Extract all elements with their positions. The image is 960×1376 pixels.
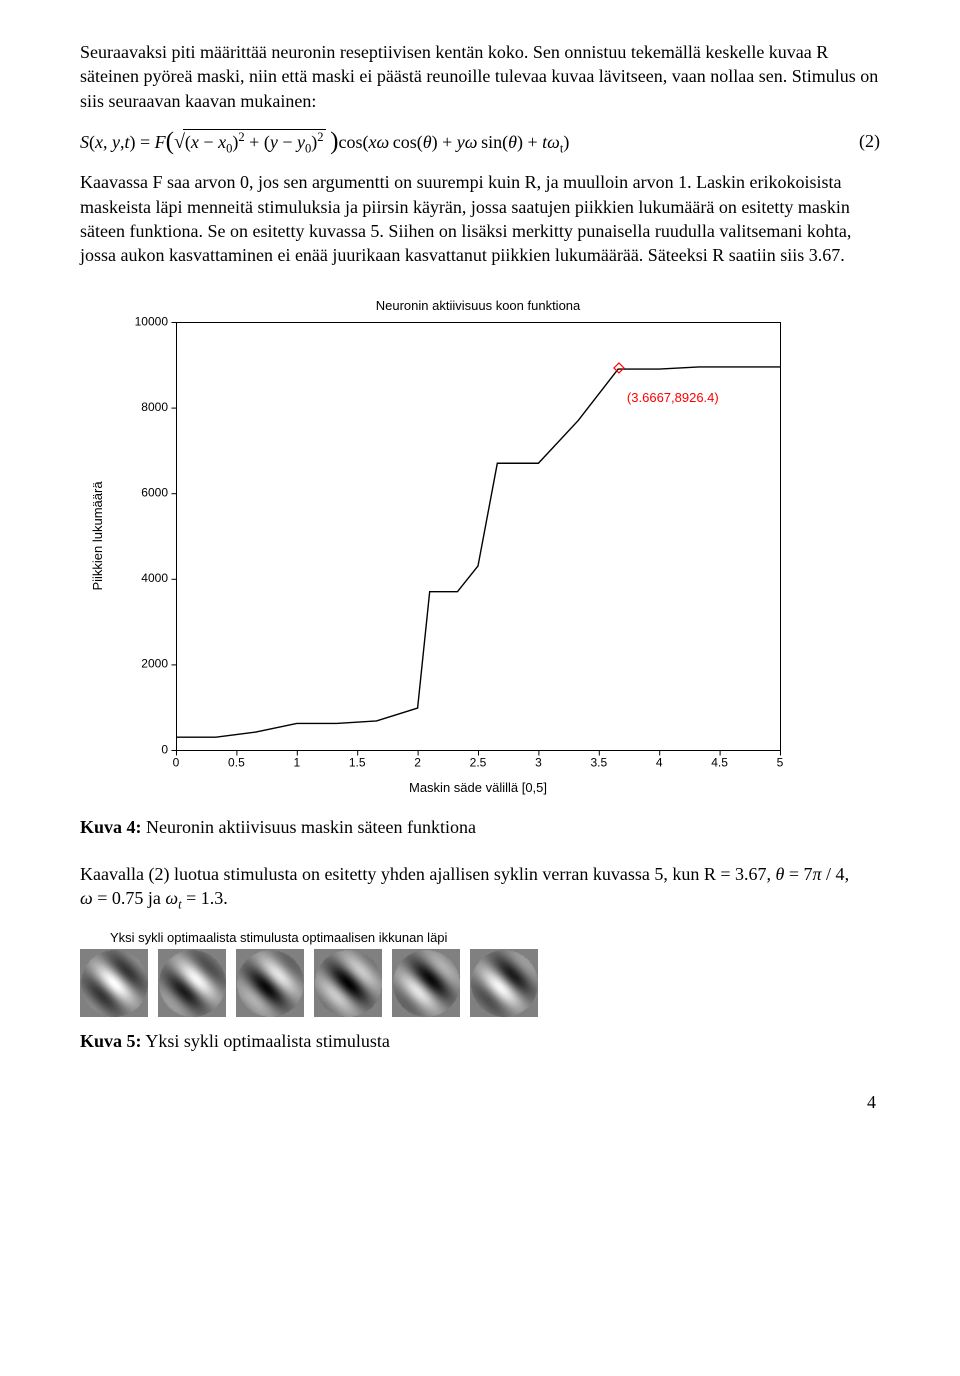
figure-5: Yksi sykli optimaalista stimulusta optim…	[80, 930, 880, 1017]
stimulus-para-a: Kaavalla (2) luotua stimulusta on esitet…	[80, 864, 776, 884]
stimulus-tile	[314, 949, 382, 1017]
stimulus-cycle-grid	[80, 949, 880, 1017]
stimulus-para-c: ja	[143, 888, 165, 908]
figure-5-caption-label: Kuva 5:	[80, 1031, 142, 1051]
inline-theta: θ = 7π / 4	[776, 864, 845, 884]
equation-2-body: S(x, y,t) = F(√(x − x0)2 + (y − y0)2 )co…	[80, 127, 569, 157]
equation-2: S(x, y,t) = F(√(x − x0)2 + (y − y0)2 )co…	[80, 127, 880, 157]
figure-4-caption-label: Kuva 4:	[80, 817, 142, 837]
page-number: 4	[80, 1092, 880, 1113]
stimulus-tile	[392, 949, 460, 1017]
stimulus-tile	[80, 949, 148, 1017]
figure-4-caption: Kuva 4: Neuronin aktiivisuus maskin säte…	[80, 817, 880, 838]
stimulus-tile	[236, 949, 304, 1017]
equation-2-number: (2)	[859, 131, 880, 152]
stimulus-tile	[158, 949, 226, 1017]
intro-paragraph: Seuraavaksi piti määrittää neuronin rese…	[80, 40, 880, 113]
stimulus-para-d: .	[223, 888, 228, 908]
figure-4-caption-text: Neuronin aktiivisuus maskin säteen funkt…	[142, 817, 476, 837]
figure-5-title: Yksi sykli optimaalista stimulusta optim…	[110, 930, 880, 945]
figure-4	[80, 286, 880, 811]
activity-chart	[80, 286, 810, 806]
figure-5-caption: Kuva 5: Yksi sykli optimaalista stimulus…	[80, 1031, 880, 1052]
figure-5-caption-text: Yksi sykli optimaalista stimulusta	[142, 1031, 390, 1051]
stimulus-paragraph: Kaavalla (2) luotua stimulusta on esitet…	[80, 862, 880, 914]
inline-omegat: ωt = 1.3	[165, 888, 223, 908]
stimulus-tile	[470, 949, 538, 1017]
stimulus-para-b: ,	[845, 864, 850, 884]
inline-omega: ω = 0.75	[80, 888, 143, 908]
derivation-paragraph: Kaavassa F saa arvon 0, jos sen argument…	[80, 170, 880, 267]
